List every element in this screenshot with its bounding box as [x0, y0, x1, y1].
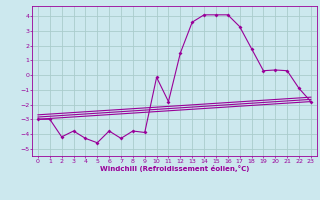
X-axis label: Windchill (Refroidissement éolien,°C): Windchill (Refroidissement éolien,°C): [100, 165, 249, 172]
